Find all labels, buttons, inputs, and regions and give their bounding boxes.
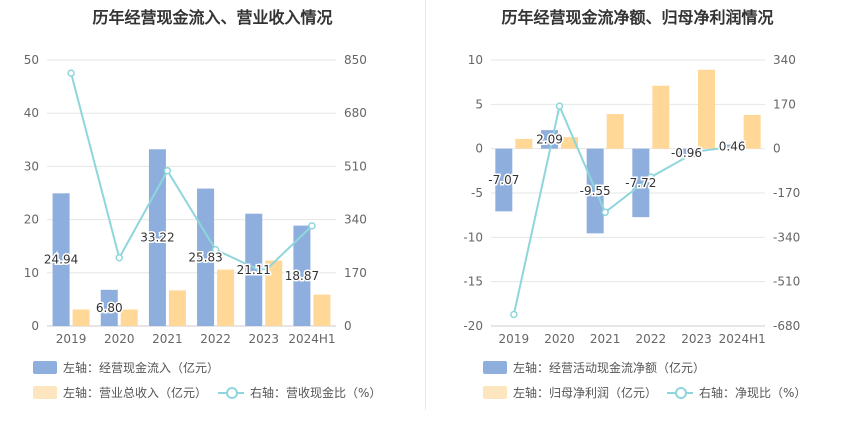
legend-label: 左轴：经营活动现金流净额（亿元） xyxy=(513,359,705,376)
x-tick-label: 2021 xyxy=(590,332,621,346)
legend-swatch-orange xyxy=(33,386,57,399)
x-tick-label: 2021 xyxy=(152,332,183,346)
legend-item-revenue[interactable]: 左轴：营业总收入（亿元） xyxy=(33,384,207,401)
legend-swatch-blue xyxy=(483,361,507,374)
y-right-tick-label: 340 xyxy=(344,213,367,227)
bar-data-label: 21.11 xyxy=(237,263,271,277)
y-left-tick-label: 20 xyxy=(24,213,39,227)
y-left-tick-label: 40 xyxy=(24,106,39,120)
y-right-tick-label: 0 xyxy=(773,142,781,156)
y-right-tick-label: -340 xyxy=(773,230,800,244)
y-left-tick-label: 50 xyxy=(24,53,39,67)
y-left-tick-label: -5 xyxy=(471,186,483,200)
bar-data-label: -0.96 xyxy=(671,146,702,160)
legend-item-cash-inflow[interactable]: 左轴：经营现金流入（亿元） xyxy=(33,359,219,376)
legend-label: 左轴：经营现金流入（亿元） xyxy=(63,359,219,376)
legend-item-ratio[interactable]: 右轴：营收现金比（%） xyxy=(218,384,381,401)
x-tick-label: 2024H1 xyxy=(288,332,335,346)
y-right-tick-label: -680 xyxy=(773,319,800,333)
ratio-point xyxy=(164,168,170,174)
legend-label: 右轴：净现比（%） xyxy=(699,384,806,401)
x-tick-label: 2019 xyxy=(499,332,530,346)
x-tick-label: 2023 xyxy=(681,332,712,346)
bar-data-label: 33.22 xyxy=(140,231,174,245)
y-left-tick-label: -10 xyxy=(463,230,483,244)
y-right-tick-label: -170 xyxy=(773,186,800,200)
ratio-point xyxy=(557,103,563,109)
y-right-tick-label: 170 xyxy=(773,97,796,111)
ratio-point xyxy=(511,312,517,318)
legend-item-net-cash-ratio[interactable]: 右轴：净现比（%） xyxy=(667,384,806,401)
legend-label: 右轴：营收现金比（%） xyxy=(250,384,381,401)
bar xyxy=(698,70,715,149)
bar-data-label: 2.09 xyxy=(536,132,563,146)
panel-net-cash-profit: 历年经营现金流净额、归母净利润情况 -20 -15 -10 -5 0 5 10 -680 -51… xyxy=(425,0,850,437)
bar-data-label: 24.94 xyxy=(44,253,78,267)
x-tick-label: 2020 xyxy=(104,332,135,346)
ratio-point xyxy=(116,255,122,261)
y-right-tick-label: 170 xyxy=(344,266,367,280)
y-right-tick-label: -510 xyxy=(773,275,800,289)
bar-data-label: 18.87 xyxy=(285,269,319,283)
y-left-tick-label: -20 xyxy=(463,319,483,333)
legend-swatch-line xyxy=(667,386,693,399)
bar-data-label: 0.46 xyxy=(719,140,746,154)
bar xyxy=(607,114,624,149)
bar xyxy=(169,290,186,326)
panel-cash-inflow-revenue: 历年经营现金流入、营业收入情况 0 10 20 30 40 50 0 170 340 510 680… xyxy=(0,0,425,437)
x-tick-label: 2019 xyxy=(56,332,87,346)
y-left-tick-label: 0 xyxy=(31,319,39,333)
bar xyxy=(652,86,669,149)
legend-item-net-cash[interactable]: 左轴：经营活动现金流净额（亿元） xyxy=(483,359,705,376)
y-left-tick-label: 10 xyxy=(24,266,39,280)
y-left-tick-label: 30 xyxy=(24,159,39,173)
y-right-tick-label: 340 xyxy=(773,53,796,67)
x-tick-label: 2020 xyxy=(544,332,575,346)
x-tick-label: 2024H1 xyxy=(719,332,766,346)
ratio-line xyxy=(71,73,312,272)
bar xyxy=(744,115,761,149)
bar-data-label: 25.83 xyxy=(188,250,222,264)
ratio-point xyxy=(68,70,74,76)
ratio-point xyxy=(602,209,608,215)
bar xyxy=(73,310,90,326)
legend-swatch-line xyxy=(218,386,244,399)
bar xyxy=(217,270,234,326)
y-left-tick-label: 5 xyxy=(475,97,483,111)
y-left-tick-label: 0 xyxy=(475,142,483,156)
bar-data-label: 6.80 xyxy=(96,301,123,315)
bar-data-label: -7.72 xyxy=(625,176,656,190)
legend-swatch-blue xyxy=(33,361,57,374)
legend-label: 左轴：归母净利润（亿元） xyxy=(513,384,657,401)
bar-data-label: -9.55 xyxy=(580,184,611,198)
y-left-tick-label: -15 xyxy=(463,275,483,289)
x-tick-label: 2023 xyxy=(248,332,279,346)
ratio-point xyxy=(309,223,315,229)
legend-item-net-profit[interactable]: 左轴：归母净利润（亿元） xyxy=(483,384,657,401)
y-right-tick-label: 0 xyxy=(344,319,352,333)
bar xyxy=(313,295,330,326)
y-right-tick-label: 510 xyxy=(344,159,367,173)
legend-label: 左轴：营业总收入（亿元） xyxy=(63,384,207,401)
bar xyxy=(121,310,138,326)
y-left-tick-label: 10 xyxy=(468,53,483,67)
x-tick-label: 2022 xyxy=(200,332,231,346)
legend-swatch-orange xyxy=(483,386,507,399)
x-tick-label: 2022 xyxy=(636,332,667,346)
y-right-tick-label: 680 xyxy=(344,106,367,120)
bar xyxy=(515,139,532,149)
y-right-tick-label: 850 xyxy=(344,53,367,67)
bar-data-label: -7.07 xyxy=(488,173,519,187)
